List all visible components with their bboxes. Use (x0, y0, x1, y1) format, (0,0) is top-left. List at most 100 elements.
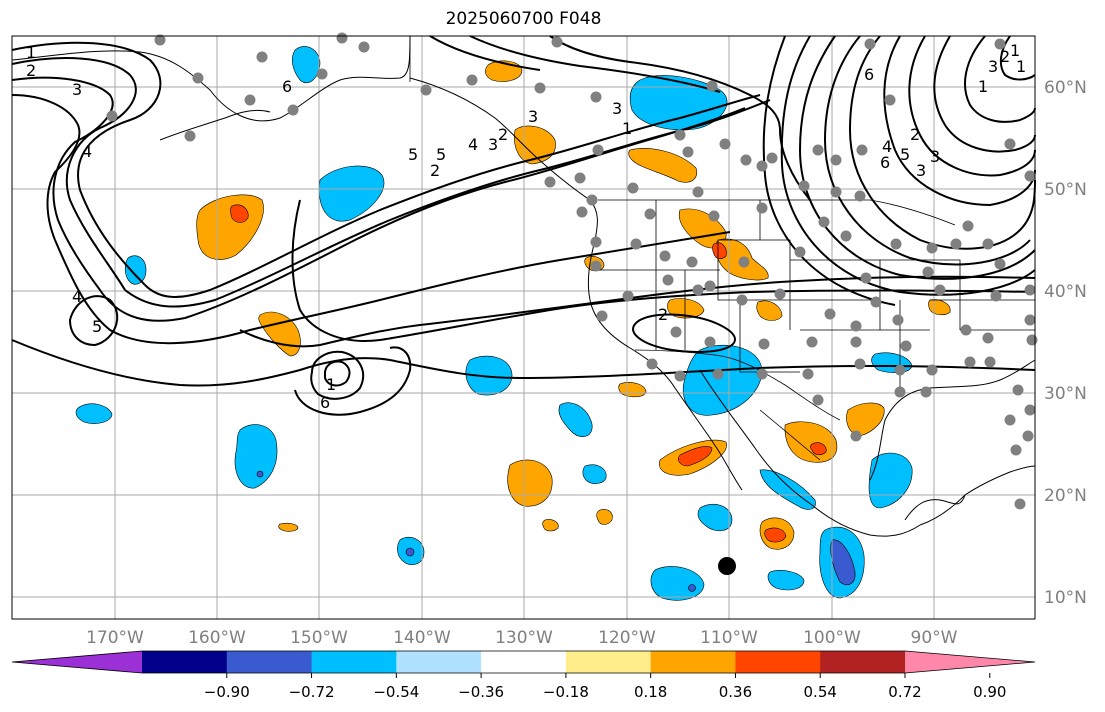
colorbar-segment (735, 651, 821, 673)
lon-label: 140°W (393, 628, 451, 648)
contour-line (933, 35, 1036, 153)
colorbar-outline (11, 650, 1036, 674)
gulf-coast (869, 359, 1036, 481)
contour-label: 1 (1010, 41, 1020, 60)
colorbar-segment (311, 651, 397, 673)
map-title: 2025060700 F048 (445, 9, 602, 29)
colorbar-segment (396, 651, 482, 673)
colorbar-tick-label: 0.54 (804, 683, 837, 701)
contour-label: 3 (488, 135, 498, 154)
orange-area (514, 125, 556, 165)
dark-blue-core (688, 584, 696, 592)
contour-label: 3 (612, 99, 622, 118)
lat-label: 60°N (1044, 78, 1087, 98)
contour-line (54, 231, 731, 345)
contour-label: 5 (408, 145, 418, 164)
contour-labels: 1 2 3 4 5 6 1 2 3 4 5 6 1 2 3 1 3 2 3 6 … (26, 41, 1026, 412)
lon-label: 160°W (188, 628, 246, 648)
lon-label: 130°W (495, 628, 553, 648)
bc-coast (409, 77, 598, 241)
state-border (717, 240, 800, 301)
contour-label: 6 (282, 77, 292, 96)
contour-label: 1 (26, 43, 36, 62)
us-canada-border (598, 199, 956, 226)
dark-blue-core (405, 547, 415, 557)
lon-label: 110°W (700, 628, 758, 648)
yucatan-coast (904, 494, 966, 521)
lat-label: 30°N (1044, 384, 1087, 404)
contour-line (99, 107, 746, 322)
blue-area (75, 403, 113, 424)
state-border (739, 300, 800, 373)
contour-label: 5 (92, 317, 102, 336)
mexico-state-border (759, 409, 821, 461)
colorbar-segment (820, 651, 906, 673)
contour-label: 1 (1016, 57, 1026, 76)
blue-area (234, 424, 278, 489)
red-core (764, 527, 787, 543)
alaska-coast (11, 35, 411, 122)
contour-label: 1 (326, 375, 336, 394)
blue-area (582, 464, 607, 484)
blue-area (629, 75, 728, 131)
colorbar-tick-label: −0.90 (204, 683, 250, 701)
orange-area (596, 509, 613, 525)
longitude-labels: 170°W 160°W 150°W 140°W 130°W 120°W 110°… (86, 628, 958, 648)
orange-area (667, 298, 705, 319)
blue-area (697, 504, 733, 532)
contour-line (144, 94, 761, 298)
lon-label: 150°W (290, 628, 348, 648)
red-core (712, 242, 727, 260)
blue-area (767, 570, 805, 591)
contour-line (848, 35, 1036, 250)
colorbar-segment (565, 651, 652, 673)
colorbar-tick-label: −0.54 (373, 683, 419, 701)
colorbar-segment (650, 651, 736, 673)
lat-label: 40°N (1044, 282, 1087, 302)
colorbar-tick-label: −0.72 (289, 683, 335, 701)
contour-label: 3 (988, 57, 998, 76)
contour-line (798, 35, 1036, 280)
orange-area (756, 300, 783, 321)
contour-line (310, 350, 365, 400)
contour-label: 1 (978, 77, 988, 96)
red-core (678, 446, 713, 467)
contour-label: 6 (864, 65, 874, 84)
lat-label: 10°N (1044, 588, 1087, 608)
lat-label: 20°N (1044, 486, 1087, 506)
map-border (11, 35, 1036, 620)
contour-label: 2 (1000, 47, 1010, 66)
orange-area (542, 519, 559, 532)
central-america-coast (919, 465, 1036, 526)
contours (11, 35, 1036, 416)
contour-line (11, 41, 162, 286)
colorbar-extend-low (12, 651, 142, 673)
contour-label: 4 (72, 287, 82, 306)
contour-label: 4 (468, 135, 478, 154)
mexico-west-coast (699, 369, 921, 537)
contour-line (294, 346, 412, 416)
blue-area (759, 469, 816, 510)
blue-area (465, 355, 513, 396)
contour-line (823, 35, 1031, 266)
contour-line (632, 313, 736, 353)
blue-area (124, 255, 147, 285)
contour-line (11, 76, 114, 291)
contour-label: 3 (930, 147, 940, 166)
blue-area (868, 452, 913, 509)
lon-label: 120°W (598, 628, 656, 648)
contour-line (908, 35, 1036, 177)
contour-line (780, 35, 1036, 296)
contour-line (469, 35, 721, 93)
colorbar-tick-label: 0.90 (973, 683, 1006, 701)
contour-label: 4 (82, 142, 92, 161)
blue-area (291, 46, 321, 84)
contour-label: 2 (498, 125, 508, 144)
state-border (880, 259, 961, 330)
blue-area (319, 165, 385, 222)
contour-line (964, 35, 1036, 123)
orange-area (846, 402, 885, 437)
colorbar-segment (226, 651, 313, 673)
contour-label: 6 (320, 393, 330, 412)
